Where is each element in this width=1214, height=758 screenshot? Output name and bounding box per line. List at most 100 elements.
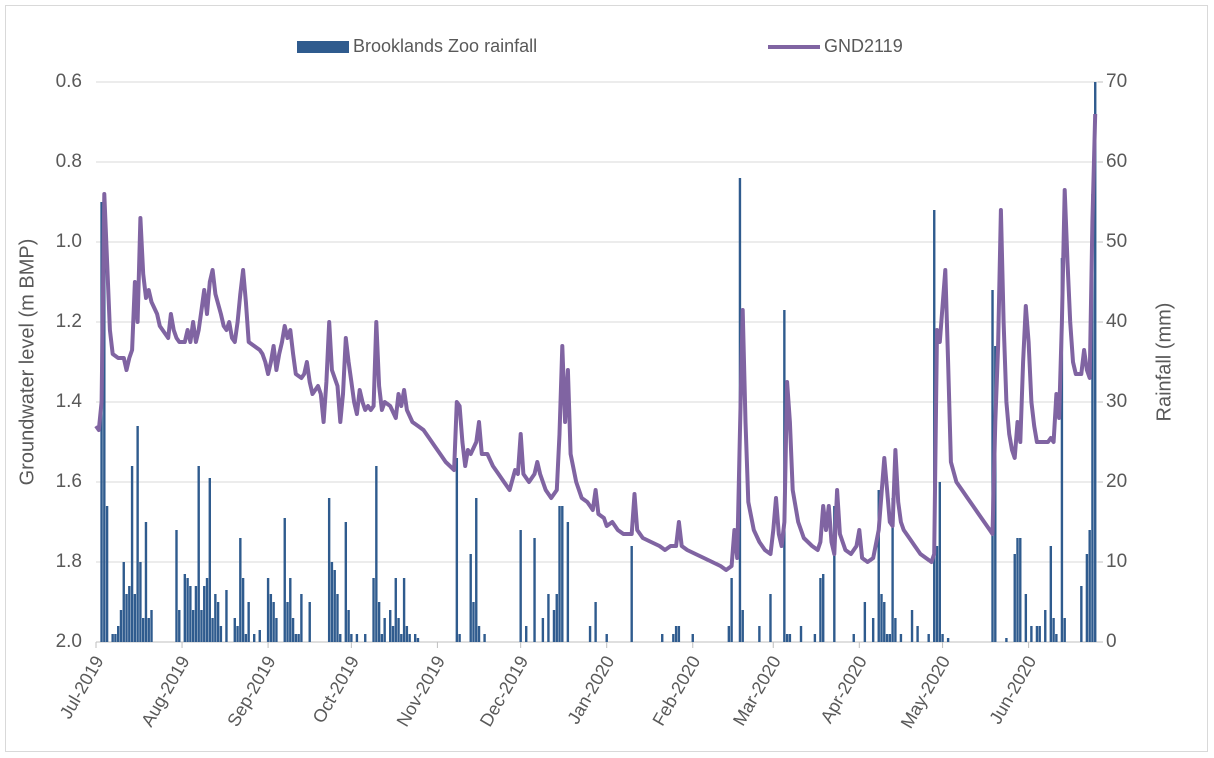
rain-bar (114, 634, 117, 642)
rain-bar (375, 466, 378, 642)
rain-bar (483, 634, 486, 642)
rain-bar (408, 634, 411, 642)
groundwater-line (94, 113, 1098, 572)
x-tick-label: Oct-2019 (309, 652, 363, 726)
rain-bar (397, 618, 400, 642)
rain-bar (141, 618, 145, 642)
x-tick-label: Nov-2019 (393, 652, 449, 730)
rain-bar (327, 498, 331, 642)
y-tick-label: 1.4 (56, 391, 83, 412)
rain-bar (203, 586, 206, 642)
rain-bar (558, 506, 561, 642)
rain-bar (458, 634, 461, 642)
rain-bar (416, 638, 420, 642)
y2-tick-label: 0 (1106, 631, 1117, 652)
rain-bar (241, 578, 245, 642)
x-tick-label: Apr-2020 (817, 652, 871, 726)
rain-bar (269, 594, 273, 642)
rain-bar (1044, 610, 1047, 642)
rain-bar (186, 578, 189, 642)
rain-bar (377, 602, 381, 642)
rain-bar (272, 602, 275, 642)
rain-bar (247, 602, 250, 642)
rain-bar (233, 618, 236, 642)
rain-bar (300, 594, 303, 642)
rain-bar (822, 574, 825, 642)
rain-bar (139, 562, 142, 642)
rain-bar (117, 626, 120, 642)
rain-bar (672, 634, 675, 642)
rain-bar (1016, 538, 1019, 642)
rain-bar (355, 634, 359, 642)
y-tick-label: 1.8 (56, 551, 82, 572)
rain-bar (1094, 82, 1097, 642)
rain-bar (880, 594, 883, 642)
y2-tick-label: 70 (1106, 71, 1127, 92)
rain-bar (813, 634, 817, 642)
legend-swatch (297, 41, 349, 53)
rain-bar (525, 626, 528, 642)
rain-bar (128, 586, 131, 642)
rain-bar (208, 478, 212, 642)
rain-bar (1030, 626, 1033, 642)
rain-bar (211, 618, 214, 642)
x-tick-label: Dec-2019 (476, 652, 532, 730)
rain-bar (883, 602, 886, 642)
rain-bar (103, 194, 106, 642)
y-tick-label: 2.0 (56, 631, 82, 652)
rain-bar (552, 610, 556, 642)
rain-bar (541, 618, 545, 642)
rain-bar (178, 610, 181, 642)
y2-tick-label: 50 (1106, 231, 1127, 252)
rain-bar (455, 458, 459, 642)
rain-bar (946, 638, 950, 642)
rain-bar (594, 602, 597, 642)
rain-bar (253, 634, 256, 642)
rain-bar (144, 522, 148, 642)
rain-bar (863, 602, 867, 642)
x-tick-label: Sep-2019 (223, 652, 279, 730)
rain-bar (891, 498, 894, 642)
rain-bar (383, 618, 386, 642)
rain-bar (175, 530, 178, 642)
rain-bar (1052, 618, 1055, 642)
rain-bar (1035, 626, 1039, 642)
rain-bar (916, 626, 919, 642)
rain-bar (1085, 554, 1089, 642)
rain-bar (941, 634, 944, 642)
rain-bar (380, 634, 384, 642)
rain-bar (469, 554, 472, 642)
rain-bar (147, 618, 150, 642)
rain-bar (339, 634, 342, 642)
y2-tick-label: 20 (1106, 471, 1127, 492)
rain-bar (330, 562, 334, 642)
rain-bar (833, 506, 836, 642)
rain-bar (122, 562, 125, 642)
rain-bar (894, 618, 897, 642)
rain-bar (935, 546, 939, 642)
rain-bar (1005, 638, 1008, 642)
rain-bar (758, 626, 761, 642)
rain-bar (291, 618, 295, 642)
rain-bar (910, 610, 914, 642)
rain-bar (475, 498, 478, 642)
rain-bar (119, 610, 123, 642)
rain-bar (189, 586, 192, 642)
rain-bar (219, 626, 223, 642)
rain-bar (308, 602, 311, 642)
rain-bar (788, 634, 792, 642)
rain-bar (819, 578, 822, 642)
rain-bar (133, 594, 137, 642)
rain-bar (630, 546, 633, 642)
rain-bar (877, 490, 880, 642)
x-tick-label: Feb-2020 (648, 652, 704, 729)
rain-bar (347, 610, 350, 642)
rain-bar (852, 634, 855, 642)
y-tick-label: 0.6 (56, 71, 82, 92)
rain-bar (888, 634, 892, 642)
rain-bar (938, 482, 941, 642)
rain-bar (741, 610, 744, 642)
rain-bar (799, 626, 803, 642)
rain-bar (283, 518, 286, 642)
